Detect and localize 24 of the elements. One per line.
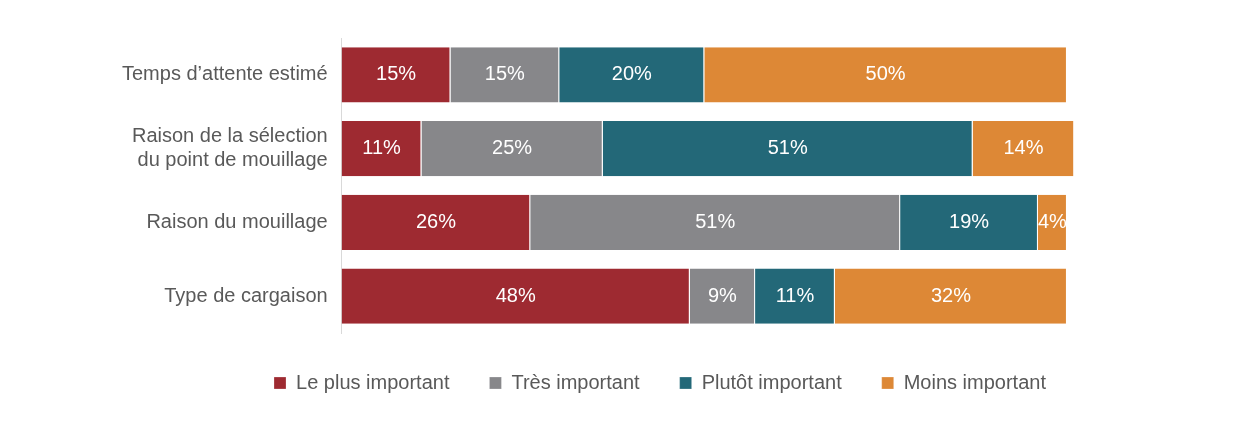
data-label: 32% bbox=[930, 283, 972, 306]
y-tick-label: Temps d’attente estimé bbox=[122, 62, 328, 85]
data-label: 19% bbox=[949, 209, 990, 232]
data-label: 26% bbox=[415, 209, 457, 232]
legend-label: Moins important bbox=[903, 370, 1047, 393]
data-label: 25% bbox=[492, 136, 533, 159]
data-label: 11% bbox=[775, 283, 815, 306]
data-label: 50% bbox=[865, 62, 906, 85]
data-label: 51% bbox=[695, 209, 736, 232]
data-label: 20% bbox=[611, 62, 652, 85]
y-tick-label: Raison de la sélection du point de mouillage bbox=[131, 124, 328, 171]
data-label: 15% bbox=[484, 62, 526, 85]
data-label: 14% bbox=[1003, 136, 1044, 159]
y-tick-label: Raison du mouillage bbox=[146, 209, 328, 232]
data-label: 9% bbox=[707, 283, 738, 306]
data-label: 51% bbox=[767, 136, 808, 159]
data-label: 15% bbox=[376, 62, 417, 85]
legend-label: Très important bbox=[511, 370, 641, 393]
data-label: 11% bbox=[362, 136, 402, 159]
legend-label: Plutôt important bbox=[701, 370, 843, 393]
data-label: 4% bbox=[1037, 209, 1068, 232]
data-label: 48% bbox=[495, 283, 536, 306]
legend-label: Le plus important bbox=[296, 370, 450, 393]
y-tick-label: Type de cargaison bbox=[164, 283, 328, 306]
